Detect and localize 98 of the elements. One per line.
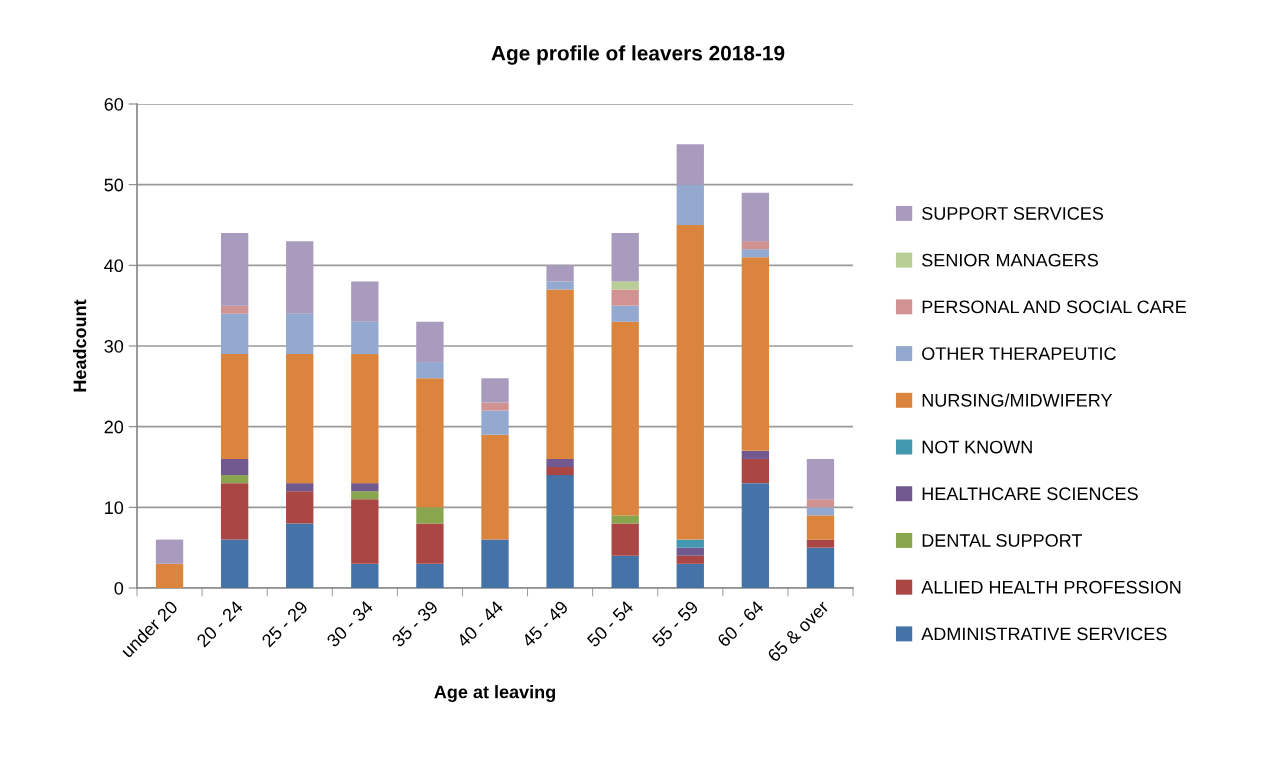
bar [611, 281, 639, 290]
bar [481, 434, 509, 540]
bar [611, 523, 639, 556]
bar [351, 483, 379, 492]
x-tick-label: 50 - 54 [586, 599, 635, 648]
bar [220, 539, 249, 588]
bar [741, 249, 770, 258]
x-tick-label: 65 & over [766, 599, 830, 663]
bar [416, 507, 444, 524]
bar [481, 378, 509, 403]
bar [220, 233, 249, 306]
chart-title: Age profile of leavers 2018-19 [491, 45, 785, 65]
bar [416, 378, 444, 508]
bar [286, 313, 314, 355]
bar [546, 281, 574, 290]
x-tick-label: 30 - 34 [325, 599, 374, 648]
bar [546, 289, 574, 459]
x-tick-label: 45 - 49 [520, 600, 569, 648]
bar [286, 523, 314, 588]
bar [155, 563, 184, 588]
bar [546, 265, 574, 282]
bar [351, 281, 379, 322]
bar [416, 321, 444, 363]
bar [741, 192, 770, 242]
bar [611, 233, 639, 282]
bar [741, 450, 770, 459]
bar [676, 225, 704, 540]
bar [546, 458, 574, 467]
bar [676, 539, 704, 548]
bar [416, 523, 444, 564]
bar [546, 475, 574, 588]
bar [611, 321, 639, 516]
bar [220, 458, 249, 476]
legend-label: SUPPORT SERVICES [922, 207, 1104, 220]
bar [806, 515, 835, 540]
bar [286, 483, 314, 492]
legend-label: DENTAL SUPPORT [922, 534, 1083, 547]
legend-label: HEALTHCARE SCIENCES [922, 487, 1138, 501]
bar [676, 184, 704, 225]
y-tick-label: 40 [104, 259, 124, 273]
bar [220, 313, 249, 355]
legend-label: ALLIED HEALTH PROFESSION [921, 580, 1181, 594]
bar [741, 483, 770, 588]
bar [611, 305, 639, 322]
x-tick-label: 25 - 29 [260, 600, 309, 648]
bar [611, 515, 639, 524]
bar [351, 491, 379, 500]
legend-label: ADMINISTRATIVE SERVICES [921, 627, 1167, 641]
bar [806, 507, 835, 516]
bar [155, 539, 184, 564]
x-tick-label: 35 - 39 [390, 600, 439, 648]
bar [220, 475, 249, 484]
bar [351, 499, 379, 564]
bar [416, 362, 444, 379]
bar [220, 305, 249, 314]
legend-label: PERSONAL AND SOCIAL CARE [922, 300, 1187, 314]
bar [416, 563, 444, 588]
bar [286, 354, 314, 484]
x-tick-label: 55 - 59 [651, 600, 700, 648]
legend-label: NOT KNOWN [922, 440, 1032, 454]
bar [220, 483, 249, 540]
bar [806, 499, 835, 508]
y-tick-label: 30 [104, 339, 124, 353]
bar [676, 144, 704, 185]
bar [676, 555, 704, 564]
bar [806, 547, 835, 588]
y-tick-label: 20 [104, 420, 124, 434]
legend-label: SENIOR MANAGERS [922, 253, 1098, 267]
bar [806, 458, 835, 500]
bar [351, 354, 379, 484]
y-tick-label: 10 [105, 501, 124, 515]
bar [286, 491, 314, 524]
bar [676, 547, 704, 556]
bar [611, 289, 639, 306]
bar [481, 410, 509, 435]
bar [351, 321, 379, 355]
bar [481, 402, 509, 411]
bar [611, 555, 639, 588]
y-tick-label: 60 [104, 97, 124, 111]
y-tick-label: 0 [114, 581, 124, 595]
y-tick-label: 50 [104, 178, 124, 192]
x-tick-label: 60 - 64 [716, 599, 765, 648]
y-axis-title: Headcount [73, 299, 87, 392]
legend-label: OTHER THERAPEUTIC [922, 347, 1116, 360]
bar [286, 241, 314, 314]
x-tick-label: 20 - 24 [195, 599, 244, 648]
legend-label: NURSING/MIDWIFERY [922, 393, 1113, 407]
bar [351, 563, 379, 588]
bar [741, 241, 770, 250]
bar [806, 539, 835, 548]
bar [546, 467, 574, 476]
bar [741, 458, 770, 484]
bar [676, 563, 704, 588]
bar [741, 257, 770, 451]
bar [481, 539, 509, 588]
x-axis-title: Age at leaving [434, 685, 555, 703]
x-tick-label: 40 - 44 [455, 599, 505, 648]
bar [220, 354, 249, 459]
